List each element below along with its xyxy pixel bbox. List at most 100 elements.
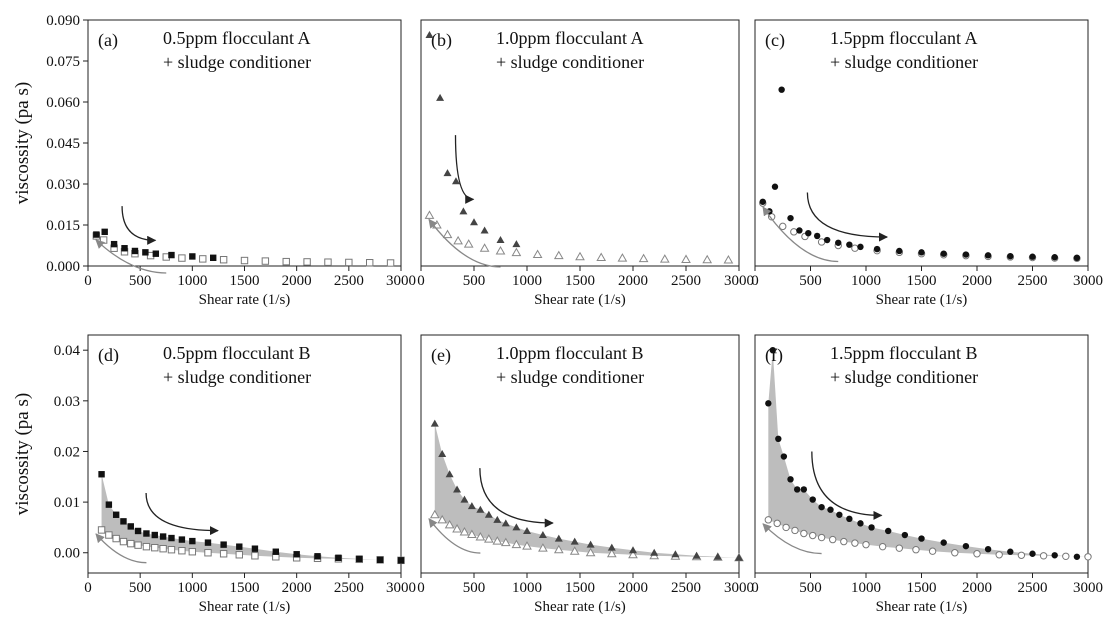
data-point-filled-circle [846, 515, 853, 523]
data-point-filled-square [356, 555, 363, 563]
y-tick-label: 0.030 [46, 177, 80, 193]
data-point-open-triangle [575, 251, 585, 261]
decreasing-arrow [95, 239, 167, 274]
data-point-open-triangle [723, 254, 734, 264]
data-point-open-circle [995, 551, 1003, 559]
data-point-filled-circle [846, 241, 853, 248]
x-axis-label: Shear rate (1/s) [534, 599, 626, 615]
y-axis-label: viscossity (pa s) [12, 82, 33, 204]
data-point-open-circle [895, 544, 903, 552]
data-point-filled-triangle [438, 450, 447, 457]
data-point-open-square [204, 549, 212, 557]
data-point-open-square [127, 539, 135, 548]
data-point-open-triangle [483, 534, 494, 543]
y-tick-label: 0.015 [46, 218, 80, 234]
data-point-open-circle [1062, 552, 1070, 560]
data-point-filled-circle [813, 232, 821, 240]
data-point-open-triangle [659, 254, 670, 263]
data-point-open-triangle [553, 250, 564, 260]
data-point-open-circle [840, 537, 848, 546]
data-point-open-square [188, 548, 197, 556]
x-tick-label: 2000 [282, 580, 312, 596]
data-point-open-triangle [532, 249, 543, 259]
data-point-filled-circle [1051, 254, 1058, 261]
data-point-filled-circle [787, 214, 794, 222]
chart-panel-d: 0 500 1000 1500 2000 2500 3000 0.00 0.01 0.02 0.03… [12, 334, 416, 615]
data-point-open-square [167, 546, 176, 554]
x-tick-label: 0 [417, 580, 425, 596]
x-tick-label: 1500 [565, 273, 595, 289]
x-tick-label: 2000 [962, 273, 992, 289]
data-point-filled-circle [769, 346, 776, 354]
data-point-open-square [235, 551, 243, 559]
data-point-filled-circle [780, 453, 788, 460]
data-point-filled-square [120, 518, 127, 525]
data-point-open-triangle [702, 254, 713, 264]
data-point-open-square [142, 542, 151, 551]
annotation-line-1: 0.5ppm flocculant B [163, 343, 310, 363]
increasing-arrow [811, 451, 883, 520]
x-tick-label: 1500 [907, 273, 937, 289]
data-point-filled-triangle [493, 515, 502, 523]
data-point-filled-circle [984, 546, 992, 553]
x-tick-label: 3000 [724, 273, 754, 289]
data-point-open-square [261, 257, 270, 265]
data-point-filled-circle [984, 252, 992, 259]
data-point-open-triangle [596, 252, 607, 262]
data-point-filled-circle [793, 486, 801, 493]
x-tick-label: 1000 [177, 273, 207, 289]
data-point-filled-square [110, 240, 118, 248]
data-point-filled-triangle [713, 552, 722, 560]
data-point-filled-circle [857, 243, 864, 251]
data-point-open-circle [973, 550, 981, 558]
x-tick-label: 500 [463, 273, 486, 289]
panel-label: (f) [765, 345, 783, 366]
data-point-filled-square [105, 501, 113, 508]
annotation-line-1: 1.0ppm flocculant A [496, 28, 643, 48]
data-point-open-triangle [459, 526, 470, 536]
data-point-filled-square [112, 511, 120, 518]
x-tick-label: 500 [129, 580, 152, 596]
y-tick-label: 0.04 [54, 343, 81, 359]
data-point-open-triangle [424, 210, 435, 219]
annotation-line-2: + sludge conditioner [163, 367, 311, 387]
data-point-filled-square [143, 530, 150, 537]
x-tick-label: 3000 [724, 580, 754, 596]
data-point-open-circle [851, 539, 859, 547]
x-axis-label: Shear rate (1/s) [876, 292, 968, 308]
data-point-filled-triangle [586, 540, 595, 548]
data-point-filled-triangle [436, 93, 445, 101]
data-point-filled-circle [962, 542, 970, 550]
data-point-filled-square [178, 536, 186, 543]
data-point-filled-circle [771, 183, 779, 190]
x-tick-label: 2500 [334, 580, 364, 596]
data-point-filled-circle [868, 524, 875, 531]
data-point-filled-circle [787, 476, 794, 483]
data-point-open-square [366, 259, 374, 267]
annotation-line-1: 1.5ppm flocculant B [830, 343, 977, 363]
data-point-filled-circle [918, 535, 925, 542]
data-point-filled-circle [962, 251, 970, 258]
y-tick-label: 0.060 [46, 95, 80, 111]
data-point-filled-triangle [484, 510, 493, 518]
data-point-open-square [345, 258, 353, 267]
data-point-open-circle [951, 549, 959, 557]
data-point-open-square [386, 259, 395, 267]
data-point-open-triangle [495, 245, 506, 255]
data-point-open-circle [878, 542, 887, 551]
data-point-filled-circle [1051, 552, 1058, 559]
data-point-filled-square [168, 534, 175, 542]
data-point-filled-circle [805, 230, 812, 237]
data-point-filled-triangle [538, 531, 547, 539]
data-point-filled-circle [1029, 253, 1036, 260]
data-point-open-triangle [442, 229, 453, 239]
annotation-line-1: 1.5ppm flocculant A [830, 28, 977, 48]
increasing-arrow [145, 492, 219, 536]
data-point-filled-square [127, 523, 134, 530]
x-tick-label: 1000 [177, 580, 207, 596]
decreasing-arrow [428, 218, 501, 268]
data-point-filled-square [189, 537, 196, 545]
y-tick-label: 0.045 [46, 136, 80, 152]
data-point-open-triangle [522, 541, 532, 550]
